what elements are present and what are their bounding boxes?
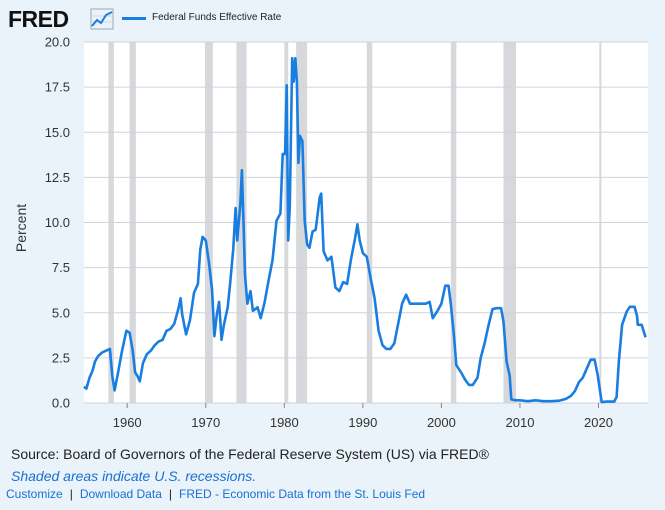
source-text: Source: Board of Governors of the Federa… <box>11 446 489 462</box>
x-tick-label: 1970 <box>191 415 220 430</box>
legend-swatch <box>122 17 146 20</box>
customize-link[interactable]: Customize <box>6 487 63 501</box>
y-axis-ticks: 0.0 2.5 5.0 7.5 10.0 12.5 15.0 17.5 20.0 <box>45 35 70 411</box>
footer-links: Customize | Download Data | FRED - Economic … <box>6 487 425 501</box>
x-tick-label: 1960 <box>113 415 142 430</box>
y-tick-label: 5.0 <box>52 305 70 320</box>
chart-area: 0.0 2.5 5.0 7.5 10.0 12.5 15.0 17.5 20.0 1960 197… <box>13 35 648 430</box>
y-tick-label: 17.5 <box>45 80 70 95</box>
x-tick-label: 2000 <box>427 415 456 430</box>
y-axis-label: Percent <box>13 204 29 252</box>
y-tick-label: 12.5 <box>45 170 70 185</box>
graph-icon <box>90 8 114 30</box>
recession-note: Shaded areas indicate U.S. recessions. <box>11 468 257 484</box>
y-tick-label: 0.0 <box>52 396 70 411</box>
download-data-link[interactable]: Download Data <box>79 487 162 501</box>
x-tick-label: 2020 <box>584 415 613 430</box>
x-axis-ticks: 1960 1970 1980 1990 2000 2010 2020 <box>113 403 613 430</box>
y-tick-label: 7.5 <box>52 260 70 275</box>
legend-label: Federal Funds Effective Rate <box>152 12 282 23</box>
header: FRED Federal Funds Effective Rate <box>0 0 665 36</box>
series-line <box>83 56 647 404</box>
y-tick-label: 2.5 <box>52 350 70 365</box>
fred-logo[interactable]: FRED <box>8 6 69 32</box>
x-tick-label: 1980 <box>270 415 299 430</box>
y-tick-label: 15.0 <box>45 125 70 140</box>
fred-home-link[interactable]: FRED - Economic Data from the St. Louis … <box>179 487 426 501</box>
separator: | <box>69 487 73 501</box>
x-tick-label: 1990 <box>348 415 377 430</box>
y-tick-label: 10.0 <box>45 215 70 230</box>
y-tick-label: 20.0 <box>45 35 70 50</box>
x-tick-label: 2010 <box>506 415 535 430</box>
series-layer <box>83 56 647 404</box>
separator: | <box>168 487 172 501</box>
